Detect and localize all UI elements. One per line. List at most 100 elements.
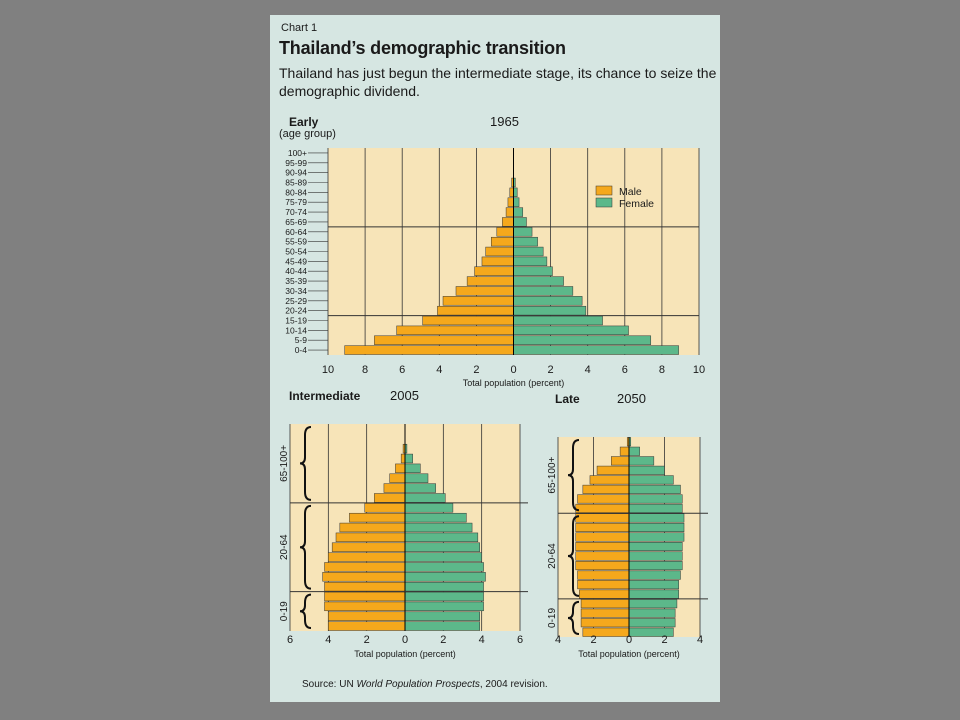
intermediate-x-tick-label: 2 — [364, 634, 370, 646]
early-bar-male — [509, 187, 514, 198]
age-tick-label: 40-44 — [285, 266, 307, 276]
intermediate-bar-male — [324, 562, 406, 572]
source-title: World Population Prospects — [356, 679, 480, 690]
late-x-tick-label: 4 — [697, 634, 703, 646]
late-bar-male — [580, 599, 630, 609]
intermediate-x-tick-label: 4 — [479, 634, 485, 646]
early-x-tick-label: 6 — [622, 364, 628, 376]
early-bar-male — [490, 236, 514, 247]
intermediate-bar-male — [400, 453, 406, 464]
early-bar-female — [513, 246, 544, 257]
intermediate-bar-male — [389, 473, 406, 483]
early-bar-female — [513, 217, 527, 227]
early-bar-female — [513, 197, 520, 207]
late-group-brace — [567, 439, 580, 512]
age-tick-label: 20-24 — [285, 306, 307, 316]
early-bar-female — [513, 325, 629, 336]
intermediate-bar-male — [324, 591, 406, 602]
late-group-label: 0-19 — [547, 608, 558, 628]
late-bar-female — [628, 599, 678, 609]
early-bar-male — [507, 197, 514, 207]
early-bar-female — [513, 187, 518, 198]
late-stage-label: Late — [555, 392, 580, 406]
late-bar-female — [628, 484, 681, 494]
intermediate-bar-female — [404, 621, 480, 631]
late-bar-male — [611, 456, 630, 466]
late-bar-female — [628, 551, 683, 561]
early-year-label: 1965 — [490, 114, 519, 129]
intermediate-bar-male — [322, 572, 406, 582]
intermediate-x-axis-title: Total population (percent) — [354, 649, 456, 659]
late-x-tick-label: 4 — [555, 634, 561, 646]
late-bar-male — [575, 503, 630, 513]
age-tick-label: 0-4 — [295, 345, 308, 355]
early-x-tick-label: 4 — [436, 364, 442, 376]
late-bar-female — [628, 456, 655, 466]
early-bar-male — [396, 325, 514, 336]
early-bar-male — [437, 305, 514, 316]
late-bar-female — [628, 446, 640, 456]
intermediate-group-brace — [299, 504, 312, 590]
intermediate-bar-male — [364, 503, 406, 513]
early-x-tick-label: 10 — [693, 364, 705, 376]
intermediate-group-label: 20-64 — [279, 534, 290, 560]
late-x-tick-label: 2 — [661, 634, 667, 646]
intermediate-bar-male — [328, 611, 406, 621]
legend-male-label: Male — [619, 186, 642, 198]
late-bar-male — [575, 532, 630, 542]
chart-subtitle: Thailand has just begun the intermediate… — [279, 65, 717, 99]
late-group-label: 20-64 — [547, 543, 558, 569]
late-bar-male — [580, 608, 630, 618]
early-bar-female — [513, 296, 583, 306]
intermediate-bar-female — [404, 572, 486, 582]
legend-male-swatch — [595, 185, 613, 196]
early-bar-female — [513, 256, 548, 267]
late-x-axis-title: Total population (percent) — [578, 649, 680, 659]
intermediate-year-label: 2005 — [390, 388, 419, 403]
early-bar-male — [474, 266, 514, 276]
intermediate-bar-female — [404, 512, 467, 523]
intermediate-bar-male — [335, 532, 406, 543]
age-tick-label: 25-29 — [285, 296, 307, 306]
early-bar-male — [455, 286, 514, 296]
late-bar-female — [628, 494, 683, 504]
source-note: Source: UN World Population Prospects, 2… — [302, 679, 548, 690]
early-bar-male — [505, 207, 514, 217]
intermediate-bar-female — [404, 503, 454, 513]
intermediate-x-tick-label: 4 — [325, 634, 331, 646]
late-bar-male — [575, 551, 630, 561]
intermediate-bar-female — [404, 483, 436, 493]
early-x-tick-label: 6 — [399, 364, 405, 376]
late-x-tick-label: 0 — [626, 634, 632, 646]
early-bar-male — [344, 345, 514, 355]
intermediate-x-tick-label: 6 — [287, 634, 293, 646]
age-tick-label: 65-69 — [285, 217, 307, 227]
age-tick-label: 80-84 — [285, 187, 307, 197]
early-x-tick-label: 8 — [362, 364, 368, 376]
age-tick-label: 55-59 — [285, 237, 307, 247]
late-bar-female — [628, 618, 676, 628]
late-bar-male — [575, 561, 630, 571]
early-bar-female — [513, 266, 553, 276]
late-bar-male — [596, 465, 630, 475]
late-bar-male — [619, 446, 630, 456]
late-bar-female — [628, 522, 685, 532]
early-bar-female — [513, 276, 564, 286]
late-bar-female — [628, 475, 674, 485]
age-tick-label: 75-79 — [285, 197, 307, 207]
late-bar-female — [628, 561, 683, 571]
intermediate-bar-male — [349, 512, 406, 523]
late-bar-female — [628, 532, 685, 542]
age-tick-label: 15-19 — [285, 316, 307, 326]
early-x-tick-label: 2 — [548, 364, 554, 376]
early-x-tick-label: 10 — [322, 364, 334, 376]
intermediate-bar-male — [328, 552, 406, 562]
age-tick-label: 100+ — [288, 148, 307, 158]
late-bar-female — [628, 503, 683, 513]
early-bar-female — [513, 227, 533, 237]
intermediate-bar-male — [331, 542, 406, 552]
early-bar-male — [502, 217, 514, 227]
intermediate-group-brace — [299, 426, 312, 501]
early-bar-female — [513, 286, 574, 296]
late-bar-female — [628, 580, 679, 590]
